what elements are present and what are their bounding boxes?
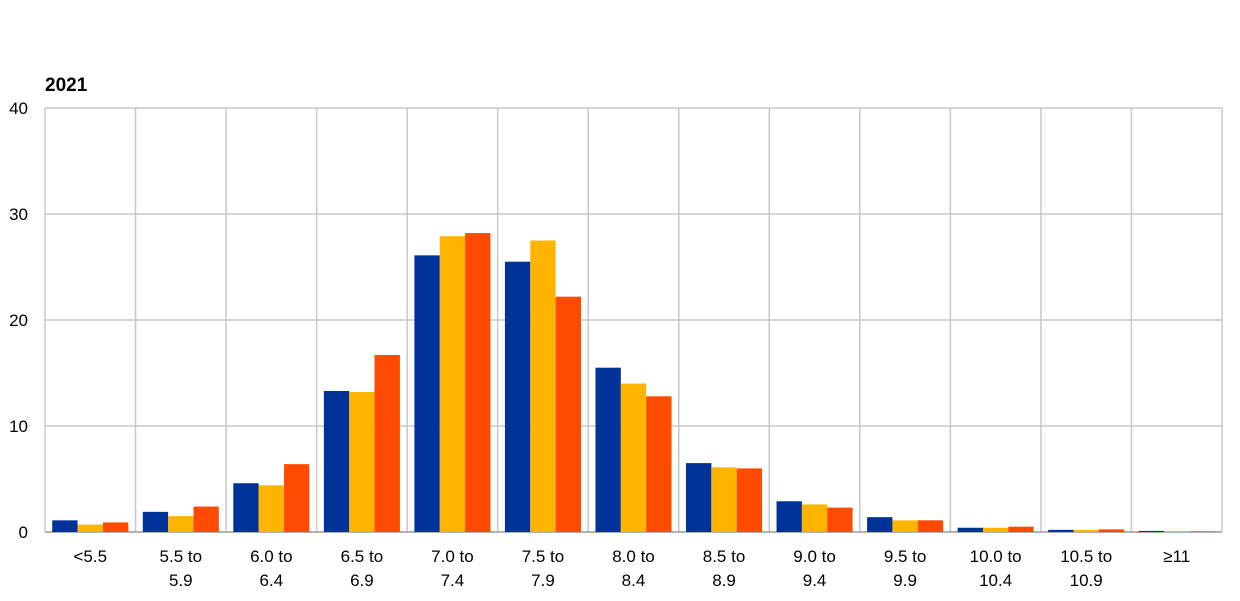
x-tick-label: 6.0 to 6.4: [250, 547, 293, 590]
bar-series-1: [504, 261, 531, 532]
bar-series-2: [982, 527, 1009, 532]
bar-series-2: [349, 392, 375, 532]
x-tick-label: 5.5 to 5.9: [160, 547, 203, 590]
bar-series-1: [1138, 530, 1165, 532]
bar-series-1: [595, 367, 621, 532]
bar-series-1: [233, 483, 259, 532]
x-tick-label: 8.5 to 8.9: [703, 547, 746, 590]
bar-series-3: [827, 507, 853, 532]
x-tick-label: 7.0 to 7.4: [431, 547, 474, 590]
x-tick-label: 9.5 to 9.9: [884, 547, 927, 590]
bar-series-2: [530, 240, 556, 532]
bar-series-3: [736, 468, 763, 532]
x-axis-ticks: <5.5 5.5 to 5.9 6.0 to 6.4 6.5 to 6.9 7.0 to 7.4…: [73, 547, 1190, 590]
bar-series-3: [555, 296, 581, 532]
bar-series-3: [646, 396, 672, 532]
bar-series-2: [711, 467, 737, 532]
bar-series-1: [142, 511, 169, 532]
bar-series-2: [439, 236, 466, 532]
bar-series-1: [867, 517, 893, 532]
bars: [52, 233, 1215, 532]
chart-title: 2021: [45, 75, 88, 96]
x-tick-label: <5.5: [73, 547, 107, 566]
x-tick-label: ≥11: [1163, 547, 1190, 566]
x-tick-label: 6.5 to 6.9: [341, 547, 384, 590]
bar-series-1: [686, 463, 712, 532]
y-tick-label: 10: [9, 417, 28, 436]
bar-series-3: [1189, 531, 1215, 532]
bar-series-3: [1008, 526, 1034, 532]
bar-series-1: [1048, 529, 1074, 532]
bar-series-3: [284, 464, 310, 532]
bar-series-1: [323, 391, 350, 532]
bar-series-3: [1098, 529, 1125, 532]
bar-series-2: [892, 520, 918, 532]
y-tick-label: 20: [9, 311, 28, 330]
gridlines: [44, 107, 1223, 533]
bar-series-1: [52, 520, 78, 532]
x-tick-label: 8.0 to 8.4: [612, 547, 655, 590]
y-tick-label: 0: [19, 523, 28, 542]
x-tick-label: 10.0 to 10.4: [970, 547, 1022, 590]
bar-series-2: [168, 516, 194, 532]
bar-series-3: [917, 520, 944, 532]
bar-series-2: [801, 504, 828, 532]
bar-series-3: [465, 233, 491, 532]
bar-series-1: [957, 527, 983, 532]
y-tick-label: 40: [9, 99, 28, 118]
bar-series-1: [414, 255, 440, 532]
x-tick-label: 10.5 to 10.9: [1060, 547, 1112, 590]
bar-series-1: [776, 501, 802, 532]
bar-series-3: [193, 506, 219, 532]
y-axis-ticks: 0 10 20 30 40: [9, 99, 28, 542]
x-tick-label: 7.5 to 7.9: [522, 547, 565, 590]
bar-series-2: [1164, 531, 1190, 532]
bar-series-3: [374, 354, 400, 532]
bar-series-2: [258, 485, 285, 532]
bar-series-2: [77, 524, 103, 532]
bar-series-2: [1073, 529, 1099, 532]
y-tick-label: 30: [9, 205, 28, 224]
bar-series-3: [102, 522, 129, 532]
bar-series-2: [620, 383, 647, 532]
x-tick-label: 9.0 to 9.4: [793, 547, 836, 590]
